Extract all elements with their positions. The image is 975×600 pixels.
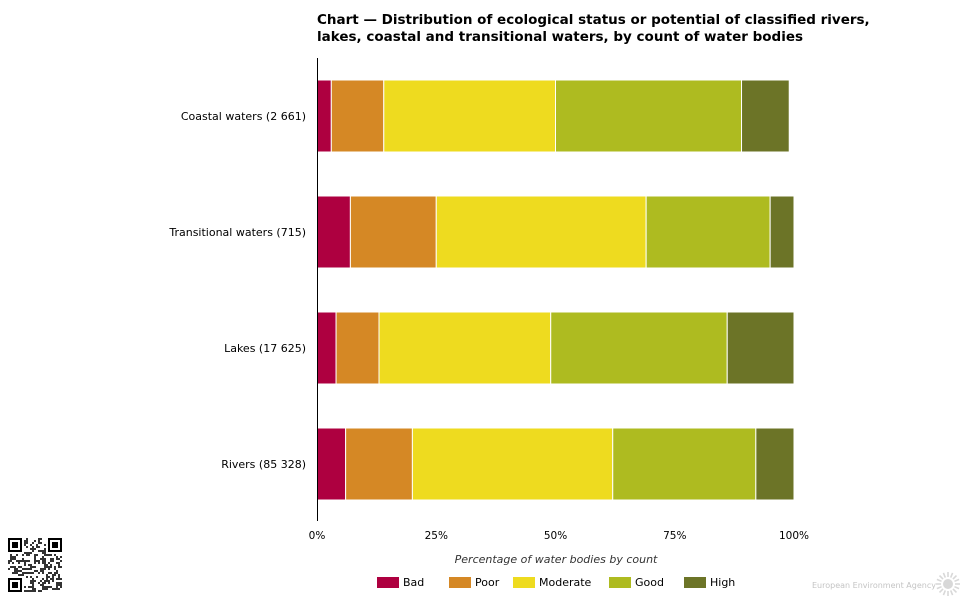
bar-good-1 — [645, 195, 771, 269]
legend: Bad Poor Moderate Good High — [377, 576, 735, 589]
legend-label-bad: Bad — [403, 576, 424, 589]
legend-swatch-moderate — [513, 577, 535, 588]
legend-swatch-bad — [377, 577, 399, 588]
legend-swatch-good — [609, 577, 631, 588]
bar-high-1 — [769, 195, 795, 269]
bar-poor-2 — [335, 311, 380, 385]
bar-poor-3 — [345, 427, 413, 501]
x-axis-title: Percentage of water bodies by count — [455, 553, 658, 566]
chart-title: Chart — Distribution of ecological statu… — [317, 12, 870, 45]
category-label: Coastal waters (2 661) — [181, 110, 306, 123]
bar-moderate-2 — [378, 311, 552, 385]
qr-code-icon — [8, 538, 62, 592]
bar-good-3 — [612, 427, 757, 501]
category-label: Lakes (17 625) — [224, 342, 306, 355]
bar-poor-0 — [330, 79, 385, 153]
bar-good-2 — [550, 311, 728, 385]
bar-moderate-1 — [435, 195, 647, 269]
eea-logo: European Environment Agency — [812, 572, 960, 596]
eea-logo-text: European Environment Agency — [812, 581, 936, 590]
bars-group — [316, 79, 795, 501]
bar-high-3 — [755, 427, 795, 501]
bar-poor-1 — [349, 195, 437, 269]
bar-bad-3 — [316, 427, 347, 501]
bar-good-0 — [555, 79, 743, 153]
legend-swatch-poor — [449, 577, 471, 588]
bar-bad-1 — [316, 195, 351, 269]
category-labels: Coastal waters (2 661) Transitional water… — [168, 110, 306, 471]
x-tick-label: 50% — [544, 530, 567, 542]
category-label: Rivers (85 328) — [221, 458, 306, 471]
category-label: Transitional waters (715) — [168, 226, 306, 239]
bar-bad-0 — [316, 79, 332, 153]
x-axis-ticks: 0% 25% 50% 75% 100% — [309, 530, 809, 542]
bar-bad-2 — [316, 311, 337, 385]
legend-label-poor: Poor — [475, 576, 500, 589]
legend-label-moderate: Moderate — [539, 576, 592, 589]
bar-moderate-0 — [383, 79, 556, 153]
x-tick-label: 75% — [663, 530, 686, 542]
bar-moderate-3 — [411, 427, 614, 501]
bar-high-0 — [741, 79, 790, 153]
legend-label-high: High — [710, 576, 735, 589]
x-tick-label: 0% — [309, 530, 326, 542]
x-tick-label: 25% — [425, 530, 448, 542]
bar-high-2 — [726, 311, 795, 385]
legend-label-good: Good — [635, 576, 664, 589]
x-tick-label: 100% — [779, 530, 809, 542]
sun-icon — [936, 572, 960, 596]
legend-swatch-high — [684, 577, 706, 588]
